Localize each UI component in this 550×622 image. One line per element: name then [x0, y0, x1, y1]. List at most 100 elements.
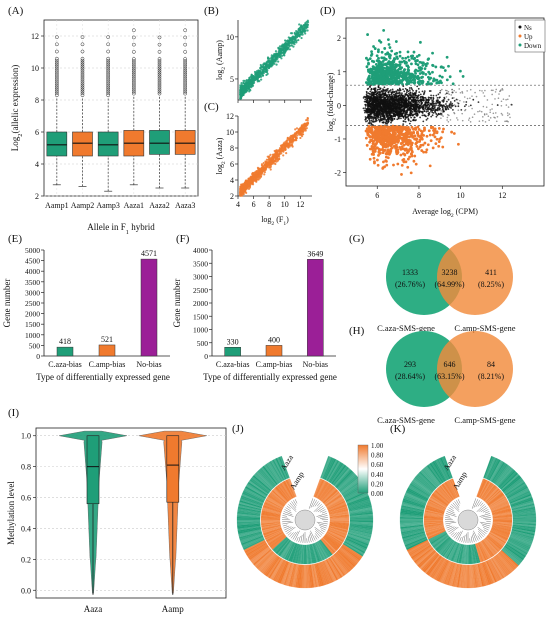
ns-point — [367, 114, 370, 116]
ns-point — [380, 115, 382, 117]
ns-point — [446, 116, 449, 119]
box-Aamp3 — [97, 131, 119, 157]
up-point — [365, 65, 369, 69]
ns-point — [371, 99, 374, 102]
ns-point — [453, 96, 455, 99]
ns-point — [366, 99, 368, 102]
ns-point — [381, 96, 384, 98]
up-point — [387, 67, 391, 71]
ns-point — [469, 104, 472, 107]
ns-point — [379, 106, 381, 109]
ns-point — [365, 95, 368, 98]
scatter-point — [253, 178, 256, 182]
ns-point — [374, 91, 377, 94]
scatter-point — [270, 62, 273, 65]
ns-point — [376, 90, 378, 93]
outlier-point — [54, 58, 59, 63]
ns-point — [412, 114, 414, 117]
ns-point — [414, 100, 417, 103]
up-point — [377, 68, 380, 72]
scatter-point — [282, 52, 285, 55]
ns-point — [464, 109, 466, 112]
scatter-point — [278, 45, 282, 48]
ns-point — [416, 85, 419, 88]
outlier-point — [54, 91, 59, 96]
y-axis-label: log2 (Aaza) — [215, 137, 227, 174]
scatter-point — [305, 119, 308, 122]
ns-point — [385, 105, 388, 108]
scatter-point — [257, 74, 260, 77]
ns-point — [457, 105, 460, 108]
scatter-point — [265, 73, 268, 77]
scatter-point — [282, 154, 285, 157]
outlier-point — [54, 66, 59, 71]
up-point — [377, 56, 380, 60]
ns-point — [376, 88, 379, 91]
ns-point — [487, 115, 490, 118]
ns-point — [507, 106, 510, 108]
ns-point — [400, 98, 403, 101]
ns-point — [447, 98, 450, 101]
scatter-point — [262, 69, 265, 72]
up-point — [399, 80, 403, 84]
ns-point — [371, 109, 374, 112]
ns-point — [501, 87, 504, 90]
ns-point — [397, 117, 400, 120]
y-tick-label: 2 — [35, 192, 39, 201]
ns-point — [468, 105, 470, 108]
scatter-point — [259, 175, 263, 178]
scatter-point — [289, 41, 292, 44]
outlier-point — [183, 85, 188, 90]
ns-point — [377, 104, 380, 107]
ns-point — [443, 104, 446, 107]
outlier-point — [106, 89, 111, 94]
scatter-point — [278, 55, 281, 59]
outlier-point — [157, 87, 162, 92]
outlier-point — [80, 72, 85, 76]
ns-point — [413, 96, 416, 99]
up-point — [407, 68, 411, 72]
ns-point — [373, 98, 376, 101]
scatter-point — [288, 140, 292, 143]
y-tick-label: 10 — [31, 64, 39, 73]
ns-point — [388, 108, 391, 110]
scatter-point — [268, 59, 272, 62]
outlier-point — [183, 68, 188, 73]
outlier-point — [80, 76, 85, 80]
ns-point — [395, 92, 398, 95]
up-point — [391, 82, 395, 85]
up-point — [404, 56, 408, 60]
scatter-point — [304, 23, 307, 26]
ns-point — [453, 99, 456, 102]
ns-point — [443, 97, 446, 100]
ns-point — [444, 106, 447, 108]
up-point — [373, 47, 377, 50]
scatter-point — [296, 134, 299, 137]
outlier-point — [131, 87, 136, 92]
up-point — [419, 40, 422, 44]
ns-point — [403, 107, 406, 110]
ns-point — [386, 122, 389, 125]
ns-point — [383, 106, 385, 109]
ns-point — [445, 96, 448, 98]
ns-point — [450, 106, 453, 109]
ns-point — [440, 110, 442, 112]
ns-point — [435, 104, 437, 107]
scatter-point — [240, 189, 244, 192]
scatter-point — [267, 60, 270, 63]
scatter-point — [249, 85, 252, 88]
outlier-point — [54, 83, 59, 88]
ns-point — [463, 96, 466, 98]
ns-point — [404, 113, 407, 116]
ns-point — [446, 119, 448, 121]
plot-frame — [43, 19, 199, 197]
ns-point — [468, 117, 471, 119]
outlier-point — [80, 58, 85, 63]
outlier-point — [157, 91, 162, 96]
ns-point — [367, 95, 370, 97]
label-part: log — [215, 164, 224, 174]
label-part: ) — [286, 215, 289, 224]
outlier-point — [80, 35, 85, 39]
label-part: Log — [10, 136, 20, 151]
